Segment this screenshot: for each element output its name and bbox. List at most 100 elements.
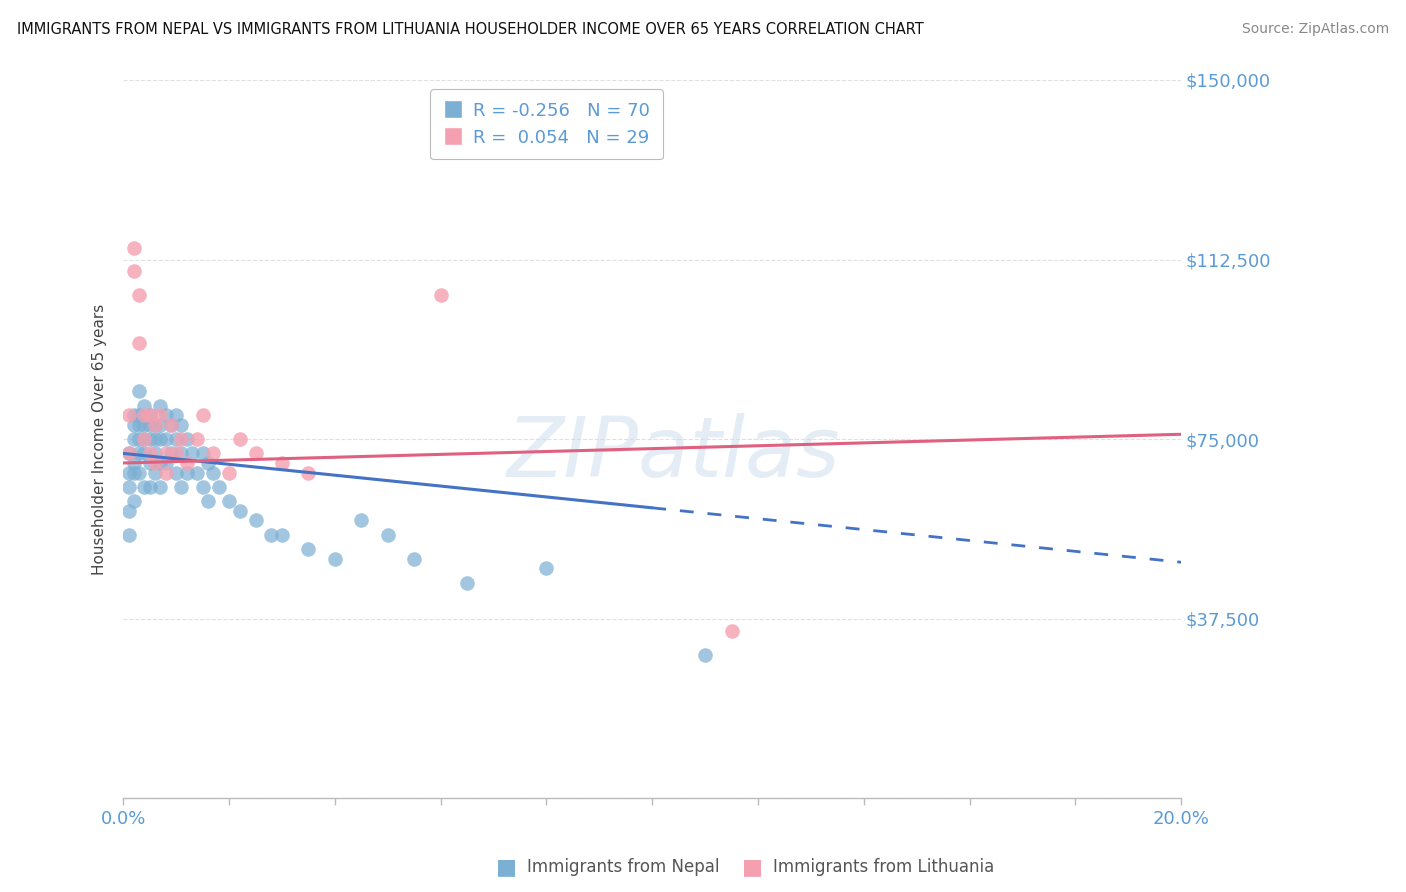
Point: [377, 528, 399, 542]
Point: [128, 466, 150, 480]
Point: [122, 466, 145, 480]
Point: [186, 432, 208, 446]
Point: [139, 446, 162, 460]
Point: [323, 551, 346, 566]
Point: [245, 513, 267, 527]
Point: [170, 480, 193, 494]
Point: [350, 513, 373, 527]
Point: [297, 542, 319, 557]
Text: Immigrants from Nepal: Immigrants from Nepal: [527, 858, 720, 876]
Point: [128, 432, 150, 446]
Point: [165, 408, 187, 422]
Point: [165, 432, 187, 446]
Point: [117, 480, 139, 494]
Point: [122, 456, 145, 470]
Point: [143, 456, 166, 470]
Point: [536, 561, 558, 575]
Point: [165, 446, 187, 460]
Point: [456, 575, 478, 590]
Point: [122, 264, 145, 278]
Point: [149, 408, 172, 422]
Text: ■: ■: [496, 857, 516, 877]
Point: [155, 466, 177, 480]
Point: [134, 432, 156, 446]
Point: [122, 417, 145, 432]
Point: [271, 528, 294, 542]
Point: [134, 432, 156, 446]
Y-axis label: Householder Income Over 65 years: Householder Income Over 65 years: [93, 303, 107, 574]
Point: [170, 446, 193, 460]
Point: [155, 456, 177, 470]
Point: [228, 504, 250, 518]
Point: [271, 456, 294, 470]
Text: IMMIGRANTS FROM NEPAL VS IMMIGRANTS FROM LITHUANIA HOUSEHOLDER INCOME OVER 65 YE: IMMIGRANTS FROM NEPAL VS IMMIGRANTS FROM…: [17, 22, 924, 37]
Point: [160, 446, 183, 460]
Point: [218, 494, 240, 508]
Point: [191, 408, 214, 422]
Point: [176, 466, 198, 480]
Point: [245, 446, 267, 460]
Point: [186, 466, 208, 480]
Point: [143, 432, 166, 446]
Point: [207, 480, 229, 494]
Point: [128, 417, 150, 432]
Point: [117, 408, 139, 422]
Text: Source: ZipAtlas.com: Source: ZipAtlas.com: [1241, 22, 1389, 37]
Point: [191, 446, 214, 460]
Point: [143, 417, 166, 432]
Point: [176, 432, 198, 446]
Point: [720, 624, 742, 638]
Point: [297, 466, 319, 480]
Point: [122, 241, 145, 255]
Point: [218, 466, 240, 480]
Point: [139, 408, 162, 422]
Text: ■: ■: [742, 857, 762, 877]
Point: [197, 494, 219, 508]
Point: [155, 408, 177, 422]
Point: [202, 466, 225, 480]
Point: [143, 417, 166, 432]
Point: [160, 417, 183, 432]
Text: Immigrants from Lithuania: Immigrants from Lithuania: [773, 858, 994, 876]
Point: [134, 446, 156, 460]
Point: [228, 432, 250, 446]
Point: [134, 480, 156, 494]
Point: [134, 399, 156, 413]
Point: [143, 446, 166, 460]
Point: [149, 480, 172, 494]
Point: [128, 408, 150, 422]
Point: [260, 528, 283, 542]
Legend: R = -0.256   N = 70, R =  0.054   N = 29: R = -0.256 N = 70, R = 0.054 N = 29: [430, 89, 662, 160]
Point: [181, 446, 204, 460]
Point: [122, 432, 145, 446]
Point: [122, 408, 145, 422]
Point: [128, 288, 150, 302]
Point: [165, 466, 187, 480]
Point: [143, 466, 166, 480]
Point: [155, 432, 177, 446]
Point: [149, 399, 172, 413]
Point: [117, 446, 139, 460]
Point: [117, 528, 139, 542]
Point: [117, 466, 139, 480]
Point: [693, 648, 716, 662]
Point: [170, 417, 193, 432]
Point: [134, 417, 156, 432]
Point: [149, 432, 172, 446]
Point: [117, 446, 139, 460]
Point: [134, 408, 156, 422]
Point: [139, 456, 162, 470]
Point: [429, 288, 451, 302]
Point: [202, 446, 225, 460]
Point: [191, 480, 214, 494]
Point: [139, 408, 162, 422]
Point: [149, 456, 172, 470]
Point: [404, 551, 426, 566]
Point: [149, 417, 172, 432]
Point: [128, 336, 150, 351]
Point: [197, 456, 219, 470]
Point: [128, 446, 150, 460]
Text: ZIPatlas: ZIPatlas: [506, 413, 841, 494]
Point: [122, 494, 145, 508]
Point: [176, 456, 198, 470]
